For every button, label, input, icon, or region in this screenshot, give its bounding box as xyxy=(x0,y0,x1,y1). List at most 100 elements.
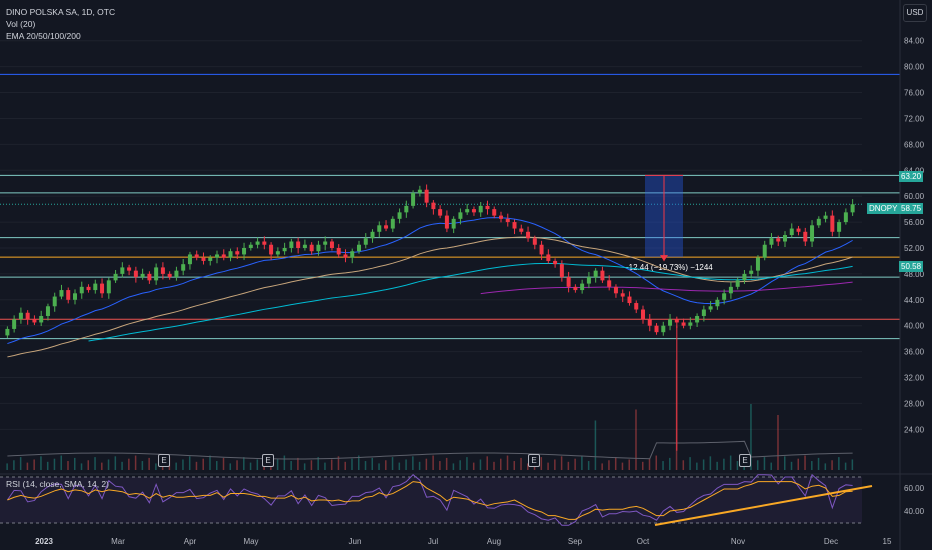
volume-bar xyxy=(202,458,204,470)
candle-body xyxy=(167,273,172,278)
candle-body xyxy=(783,235,787,242)
ema200-line xyxy=(480,281,853,295)
candle-body xyxy=(627,296,632,304)
time-tick-label: Oct xyxy=(637,537,650,546)
candle-body xyxy=(539,244,544,255)
volume-bar xyxy=(425,458,428,470)
volume-bar xyxy=(107,459,110,470)
symbol-title[interactable]: DINO POLSKA SA, 1D, OTC xyxy=(6,7,116,17)
candle-body xyxy=(12,319,17,329)
time-tick-label: Apr xyxy=(184,537,197,546)
ema-legend[interactable]: EMA 20/50/100/200 xyxy=(6,31,81,41)
earnings-badge[interactable]: E xyxy=(739,454,751,467)
volume-bar xyxy=(290,461,292,470)
candle-body xyxy=(762,244,767,258)
volume-bar xyxy=(472,462,475,470)
candle-body xyxy=(86,286,91,291)
candle-body xyxy=(566,277,571,287)
volume-bar xyxy=(283,455,286,470)
candle-body xyxy=(127,267,132,271)
earnings-badge[interactable]: E xyxy=(262,454,274,467)
volume-bars xyxy=(6,360,854,470)
volume-bar xyxy=(378,463,380,470)
volume-bar xyxy=(364,461,367,470)
volume-bar xyxy=(574,458,576,470)
volume-bar xyxy=(114,456,117,470)
candle-body xyxy=(688,322,693,326)
volume-bar xyxy=(53,458,56,470)
candle-body xyxy=(39,315,44,323)
volume-bar xyxy=(371,457,374,470)
volume-bar xyxy=(33,459,35,470)
candle-body xyxy=(742,273,747,281)
volume-bar xyxy=(188,456,191,470)
volume-legend[interactable]: Vol (20) xyxy=(6,19,36,29)
candle-body xyxy=(390,218,395,229)
volume-bar xyxy=(628,459,630,470)
candle-body xyxy=(228,251,233,258)
time-tick-label: Mar xyxy=(111,537,125,546)
grid-lines xyxy=(0,40,862,430)
price-tick-label: 76.00 xyxy=(904,89,925,98)
candle-body xyxy=(133,270,138,278)
price-tick-label: 48.00 xyxy=(904,270,925,279)
candle-body xyxy=(5,328,10,336)
time-tick-label: Dec xyxy=(824,537,838,546)
volume-bar xyxy=(324,462,326,470)
volume-bar xyxy=(74,457,76,470)
ema20-line xyxy=(7,217,853,345)
volume-bar xyxy=(121,461,123,470)
volume-bar xyxy=(777,415,779,470)
candle-body xyxy=(100,283,105,294)
ema50-line xyxy=(7,236,853,358)
candle-body xyxy=(850,204,855,213)
volume-bar xyxy=(60,455,62,470)
volume-bar xyxy=(756,460,759,470)
candle-body xyxy=(695,315,700,323)
candle-body xyxy=(289,241,294,248)
candle-body xyxy=(302,244,307,248)
candle-body xyxy=(661,325,666,333)
volume-bar xyxy=(621,462,624,470)
time-tick-label: Jul xyxy=(428,537,438,546)
candle-body xyxy=(221,254,226,258)
candle-body xyxy=(187,254,192,265)
candle-body xyxy=(194,254,199,258)
volume-bar xyxy=(506,455,509,470)
volume-bar xyxy=(351,458,353,470)
candle-body xyxy=(613,286,618,294)
candle-body xyxy=(532,238,537,245)
candle-body xyxy=(357,244,361,252)
volume-bar xyxy=(297,457,299,470)
rsi-tick-label: 60.00 xyxy=(904,484,925,493)
rsi-band xyxy=(0,477,862,523)
candle-body xyxy=(174,270,179,278)
candle-body xyxy=(336,247,341,255)
candle-body xyxy=(465,209,470,213)
volume-bar xyxy=(418,461,421,470)
volume-bar xyxy=(567,461,570,470)
last-price-tag: 58.75 xyxy=(899,203,924,214)
volume-bar xyxy=(669,457,671,470)
candle-body xyxy=(607,280,612,287)
candle-body xyxy=(458,212,463,219)
volume-bar xyxy=(13,460,15,470)
volume-bar xyxy=(439,461,441,470)
rsi-line xyxy=(6,473,853,526)
candle-body xyxy=(654,325,659,333)
volume-bar xyxy=(648,458,651,470)
rsi-legend[interactable]: RSI (14, close, SMA, 14, 2) xyxy=(6,479,109,489)
candle-body xyxy=(674,319,679,323)
candle-body xyxy=(248,244,253,248)
volume-bar xyxy=(155,463,157,470)
candle-body xyxy=(424,189,429,203)
currency-button[interactable]: USD xyxy=(903,4,927,22)
volume-bar xyxy=(851,459,854,470)
volume-bar xyxy=(236,460,238,470)
earnings-badge[interactable]: E xyxy=(528,454,540,467)
earnings-badge[interactable]: E xyxy=(158,454,170,467)
volume-bar xyxy=(844,462,847,470)
horizontal-levels xyxy=(0,73,900,340)
volume-bar xyxy=(662,461,664,470)
